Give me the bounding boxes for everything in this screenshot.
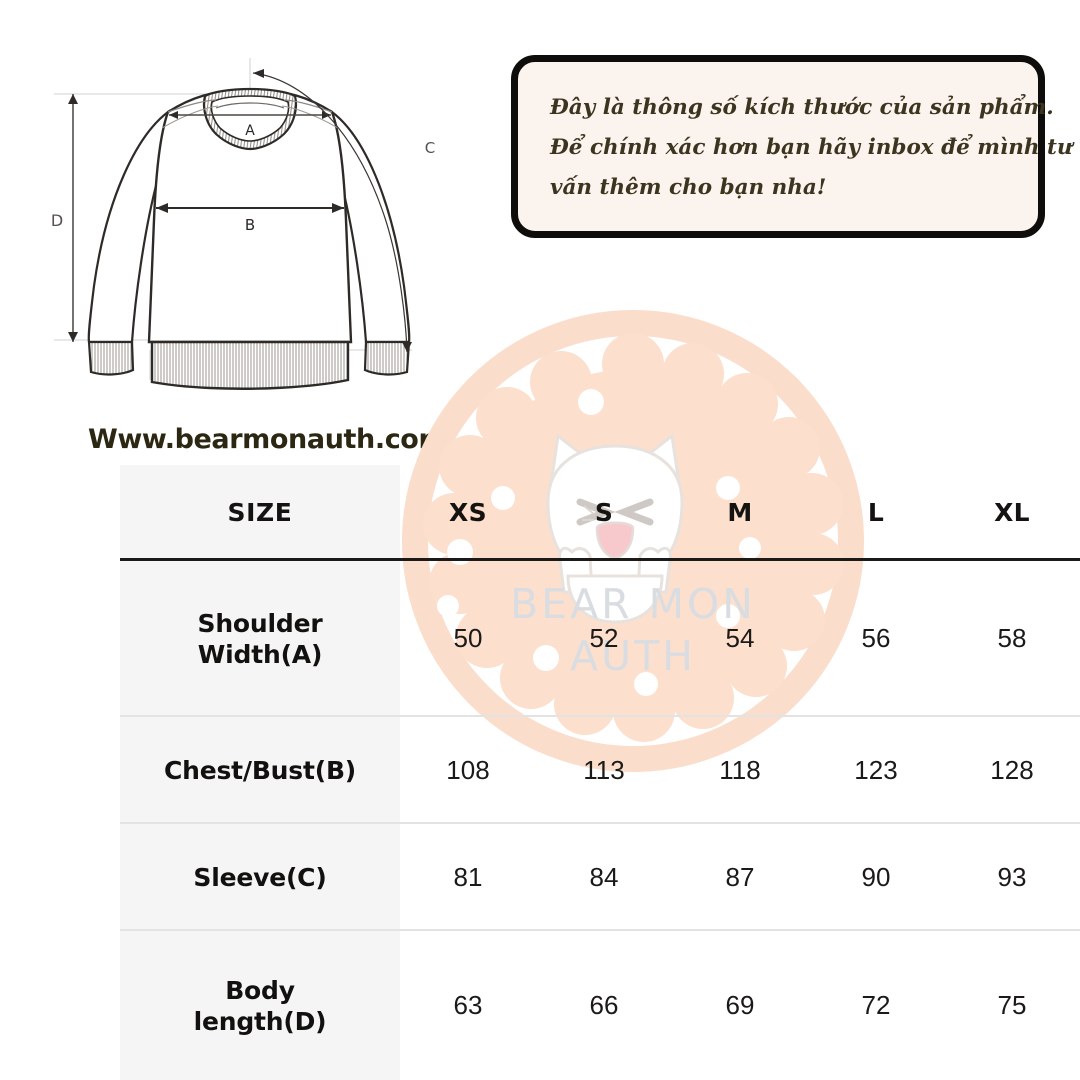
right-cuff — [363, 340, 411, 376]
row-label-body-length: Body length(D) — [193, 975, 327, 1036]
notice-line-1: Đây là thông số kích thước của sản phẩm. — [550, 95, 1054, 120]
row-separator — [120, 929, 1080, 931]
svg-text:B: B — [245, 216, 255, 234]
cell-chest-l: 123 — [854, 754, 898, 785]
cell-length-xs: 63 — [453, 990, 483, 1020]
row-label-sleeve: Sleeve(C) — [193, 862, 327, 892]
notice-line-2: Để chính xác hơn bạn hãy inbox để mình t… — [550, 135, 1073, 160]
left-sleeve — [87, 109, 170, 344]
svg-text:C: C — [425, 139, 435, 157]
table-header-cell-l: L — [867, 498, 885, 527]
first-column-background — [120, 465, 400, 1080]
row-label-shoulder-width: Shoulder Width(A) — [197, 608, 323, 669]
table-row: Body length(D) 63 66 69 72 75 — [120, 931, 1080, 1080]
right-raglan-line — [281, 105, 339, 129]
cell-length-l: 72 — [861, 990, 891, 1020]
table-row: Sleeve(C) 81 84 87 90 93 — [120, 824, 1080, 930]
notice-bubble: Đây là thông số kích thước của sản phẩm.… — [511, 55, 1073, 238]
cell-length-xl: 75 — [997, 990, 1027, 1020]
cell-sleeve-xs: 81 — [453, 861, 483, 892]
cell-shoulder-l: 56 — [861, 623, 891, 653]
hem-rib — [150, 340, 350, 390]
cell-length-m: 69 — [725, 990, 755, 1020]
collar-stitch — [215, 102, 285, 109]
svg-text:A: A — [245, 123, 255, 139]
table-header-row: SIZE XS S M L XL — [120, 465, 1080, 560]
cell-chest-xs: 108 — [446, 754, 490, 785]
cell-length-s: 66 — [589, 990, 619, 1020]
cell-shoulder-m: 54 — [725, 623, 755, 653]
header-separator — [120, 558, 1080, 561]
cell-shoulder-xl: 58 — [997, 623, 1027, 653]
row-separator — [120, 715, 1080, 717]
left-raglan-line — [161, 105, 219, 129]
table-header-cell-xs: XS — [449, 498, 487, 527]
table-row: Shoulder Width(A) 50 52 54 56 58 — [120, 561, 1080, 716]
table-header-cell-size: SIZE — [227, 498, 293, 527]
svg-text:D: D — [51, 211, 63, 230]
row-label-chest-bust: Chest/Bust(B) — [163, 755, 357, 785]
right-shoulder-seam — [283, 99, 333, 113]
table-header-cell-s: S — [594, 498, 614, 527]
garment-diagram: A B C D — [40, 50, 480, 410]
table-header-cell-xl: XL — [994, 498, 1030, 527]
left-shoulder-seam — [167, 99, 217, 113]
cell-chest-s: 113 — [583, 754, 625, 785]
size-table: SIZE XS S M L XL Shoulder Width(A) — [120, 465, 1080, 1080]
notice-line-3: vấn thêm cho bạn nha! — [550, 175, 827, 200]
cell-shoulder-xs: 50 — [453, 623, 483, 653]
cell-sleeve-m: 87 — [725, 861, 755, 892]
cell-chest-m: 118 — [719, 754, 761, 785]
cell-sleeve-l: 90 — [861, 861, 891, 892]
cell-shoulder-s: 52 — [589, 623, 619, 653]
cell-chest-xl: 128 — [990, 754, 1034, 785]
row-separator — [120, 822, 1080, 824]
left-cuff — [87, 340, 135, 376]
table-row: Chest/Bust(B) 108 113 118 123 128 — [120, 717, 1080, 823]
website-url: Www.bearmonauth.com — [88, 424, 447, 455]
dimension-b: B — [156, 203, 344, 234]
dimension-d: D — [51, 94, 78, 342]
table-header-cell-m: M — [727, 498, 753, 527]
collar-inner — [210, 95, 290, 142]
cell-sleeve-s: 84 — [589, 861, 619, 892]
cell-sleeve-xl: 93 — [997, 861, 1027, 892]
